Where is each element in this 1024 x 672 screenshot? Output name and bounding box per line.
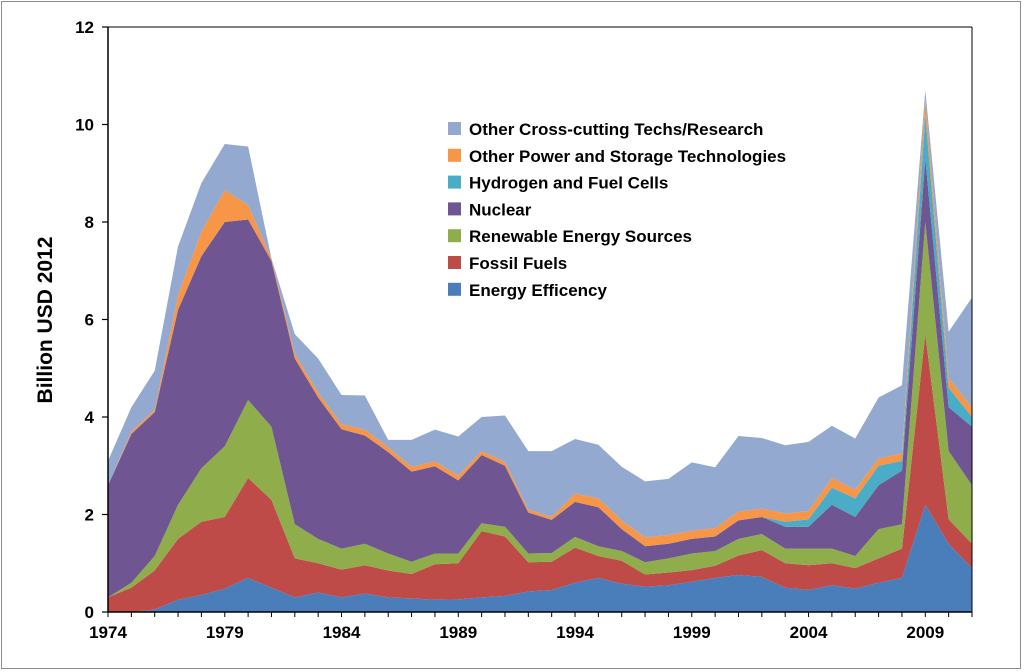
- legend-swatch-nuclear: [448, 202, 461, 216]
- legend-label-hydrogen-and-fuel-cells: Hydrogen and Fuel Cells: [469, 174, 668, 193]
- area-nuclear: [108, 158, 972, 598]
- legend: Other Cross-cutting Techs/Research Other …: [448, 120, 786, 300]
- legend-swatch-energy-efficency: [448, 282, 461, 296]
- legend-swatch-other-power-and-storage-technologies: [448, 148, 461, 162]
- legend-swatch-hydrogen-and-fuel-cells: [448, 175, 461, 189]
- x-tick-label: 1994: [556, 623, 594, 642]
- legend-label-energy-efficency: Energy Efficency: [469, 281, 607, 300]
- y-tick-label: 0: [85, 603, 94, 622]
- x-tick-label: 2009: [906, 623, 944, 642]
- y-axis-ticks: 0 2 4 6 8 10 12: [75, 18, 108, 622]
- y-tick-label: 8: [85, 213, 94, 232]
- legend-label-nuclear: Nuclear: [469, 200, 532, 219]
- y-tick-label: 10: [75, 116, 94, 135]
- legend-label-renewable-energy-sources: Renewable Energy Sources: [469, 227, 692, 246]
- x-tick-label: 1984: [323, 623, 361, 642]
- x-tick-label: 1979: [206, 623, 244, 642]
- area-energy-efficency: [108, 504, 972, 612]
- x-axis-ticks: 1974 1979 1984 1989 1994 1999 2004 2009: [89, 612, 973, 642]
- legend-label-other-cross-cutting-techs-research: Other Cross-cutting Techs/Research: [469, 120, 763, 139]
- area-series-group: [108, 90, 972, 612]
- x-tick-label: 1999: [673, 623, 711, 642]
- y-tick-label: 4: [85, 408, 95, 427]
- legend-swatch-renewable-energy-sources: [448, 229, 461, 243]
- legend-swatch-fossil-fuels: [448, 256, 461, 269]
- legend-label-fossil-fuels: Fossil Fuels: [469, 254, 567, 273]
- y-tick-label: 2: [85, 506, 94, 525]
- x-tick-label: 1974: [89, 623, 127, 642]
- y-tick-label: 12: [75, 18, 94, 37]
- y-tick-label: 6: [85, 311, 94, 330]
- x-tick-label: 1989: [439, 623, 477, 642]
- legend-label-other-power-and-storage-technologies: Other Power and Storage Technologies: [469, 147, 786, 166]
- x-tick-label: 2004: [790, 623, 828, 642]
- legend-swatch-other-cross-cutting-techs-research: [448, 122, 461, 135]
- y-axis-label: Billion USD 2012: [34, 237, 57, 404]
- area-fossil-fuels: [108, 334, 972, 612]
